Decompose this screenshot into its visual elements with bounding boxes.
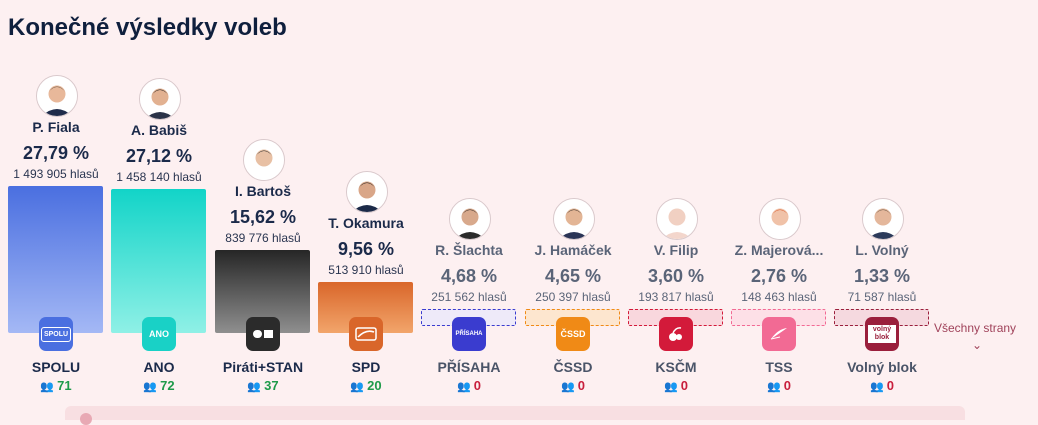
seat-count: 👥 0 <box>731 378 827 393</box>
party-name: ČSSD <box>553 359 593 375</box>
vote-percentage: 4,65 % <box>544 266 602 286</box>
party-column[interactable]: I. Bartoš 15,62 % 839 776 hlasů Piráti+STAN… <box>215 0 311 420</box>
seat-count: 👥 0 <box>628 378 724 393</box>
party-column[interactable]: R. Šlachta 4,68 % 251 562 hlasů PŘÍSAHA PŘÍS… <box>421 0 517 420</box>
vote-percentage: 9,56 % <box>337 239 395 259</box>
pirati-stan-logo-icon <box>246 317 280 351</box>
vote-percentage: 1,33 % <box>853 266 911 286</box>
bartos-photo-icon <box>243 139 285 181</box>
party-column[interactable]: V. Filip 3,60 % 193 817 hlasů KSČM 👥 0 <box>628 0 724 420</box>
vote-percentage: 4,68 % <box>440 266 498 286</box>
seats-people-icon: 👥 <box>561 381 575 393</box>
seats-people-icon: 👥 <box>247 381 262 393</box>
fiala-photo-icon <box>36 75 78 117</box>
party-name: Volný blok <box>847 359 917 375</box>
chevron-down-icon[interactable]: ⌄ <box>972 338 983 352</box>
vote-percentage: 27,12 % <box>125 146 193 166</box>
candidate-name: R. Šlachta <box>435 242 503 258</box>
page-title: Konečné výsledky voleb <box>8 14 287 41</box>
vote-percentage: 27,79 % <box>22 143 90 163</box>
party-column[interactable]: P. Fiala 27,79 % 1 493 905 hlasů SPOLU SPOLU… <box>8 0 104 420</box>
hamacek-photo-icon <box>553 198 595 240</box>
seat-count: 👥 0 <box>525 378 621 393</box>
kscm-logo-icon <box>659 317 693 351</box>
candidate-name: J. Hamáček <box>534 242 612 258</box>
candidate-name: A. Babiš <box>130 122 187 138</box>
vote-count: 193 817 hlasů <box>638 290 714 304</box>
seat-count: 👥 71 <box>8 378 104 393</box>
vote-percentage: 15,62 % <box>229 207 297 227</box>
seat-value: 0 <box>577 378 585 393</box>
seat-count: 👥 0 <box>421 378 517 393</box>
vote-percentage: 2,76 % <box>750 266 808 286</box>
vote-count: 250 397 hlasů <box>535 290 611 304</box>
seats-people-icon: 👥 <box>40 381 55 393</box>
party-name: ANO <box>143 359 175 375</box>
candidate-name: T. Okamura <box>328 215 404 231</box>
party-name: SPOLU <box>31 359 81 375</box>
vote-count: 1 458 140 hlasů <box>116 170 202 184</box>
party-column[interactable]: J. Hamáček 4,65 % 250 397 hlasů ČSSD ČSSD 👥 0 <box>525 0 621 420</box>
party-column[interactable]: Z. Majerová... 2,76 % 148 463 hlasů TSS 👥 0 <box>731 0 827 420</box>
seat-value: 20 <box>367 378 382 393</box>
seats-people-icon: 👥 <box>664 381 678 393</box>
result-bar[interactable] <box>111 189 206 333</box>
seat-count: 👥 37 <box>215 378 311 393</box>
result-bar[interactable] <box>8 186 103 333</box>
seats-people-icon: 👥 <box>767 381 781 393</box>
cssd-logo-icon: ČSSD <box>556 317 590 351</box>
candidate-name: Z. Majerová... <box>734 242 824 258</box>
seat-count: 👥 0 <box>834 378 930 393</box>
prisaha-logo-icon: PŘÍSAHA <box>452 317 486 351</box>
seat-value: 0 <box>473 378 481 393</box>
volny-photo-icon <box>862 198 904 240</box>
party-column[interactable]: T. Okamura 9,56 % 513 910 hlasů SPD 👥 20 <box>318 0 414 420</box>
majerova-photo-icon <box>759 198 801 240</box>
seats-people-icon: 👥 <box>143 381 158 393</box>
candidate-name: I. Bartoš <box>234 183 291 199</box>
seat-value: 37 <box>264 378 279 393</box>
seat-value: 72 <box>160 378 175 393</box>
vote-count: 839 776 hlasů <box>225 231 301 245</box>
ano-logo-icon: ANO <box>142 317 176 351</box>
vote-count: 148 463 hlasů <box>741 290 817 304</box>
seats-people-icon: 👥 <box>457 381 471 393</box>
party-name: KSČM <box>655 359 697 375</box>
vote-count: 513 910 hlasů <box>328 263 404 277</box>
slachta-photo-icon <box>449 198 491 240</box>
seat-value: 0 <box>680 378 688 393</box>
vote-count: 1 493 905 hlasů <box>13 167 99 181</box>
vote-percentage: 3,60 % <box>647 266 705 286</box>
babis-photo-icon <box>139 78 181 120</box>
party-name: TSS <box>765 359 793 375</box>
seat-count: 👥 20 <box>318 378 414 393</box>
seat-value: 71 <box>57 378 72 393</box>
vote-count: 251 562 hlasů <box>431 290 507 304</box>
all-parties-link[interactable]: Všechny strany <box>934 321 1017 335</box>
party-name: PŘÍSAHA <box>437 359 501 375</box>
okamura-photo-icon <box>346 171 388 213</box>
section-icon <box>80 413 92 425</box>
candidate-name: L. Volný <box>855 242 909 258</box>
candidate-name: V. Filip <box>653 242 699 258</box>
seat-value: 0 <box>783 378 791 393</box>
vote-count: 71 587 hlasů <box>847 290 917 304</box>
tss-logo-icon <box>762 317 796 351</box>
party-column[interactable]: L. Volný 1,33 % 71 587 hlasů volný blok Voln… <box>834 0 930 420</box>
party-name: SPD <box>351 359 381 375</box>
seats-people-icon: 👥 <box>870 381 884 393</box>
candidate-name: P. Fiala <box>32 119 80 135</box>
party-column[interactable]: A. Babiš 27,12 % 1 458 140 hlasů ANO ANO 👥 72 <box>111 0 207 420</box>
filip-photo-icon <box>656 198 698 240</box>
seat-count: 👥 72 <box>111 378 207 393</box>
party-name: Piráti+STAN <box>222 359 304 375</box>
spolu-logo-icon: SPOLU <box>39 317 73 351</box>
spd-logo-icon <box>349 317 383 351</box>
seats-people-icon: 👥 <box>350 381 365 393</box>
seat-value: 0 <box>886 378 894 393</box>
next-section-card <box>65 406 965 420</box>
volny-blok-logo-icon: volný blok <box>865 317 899 351</box>
